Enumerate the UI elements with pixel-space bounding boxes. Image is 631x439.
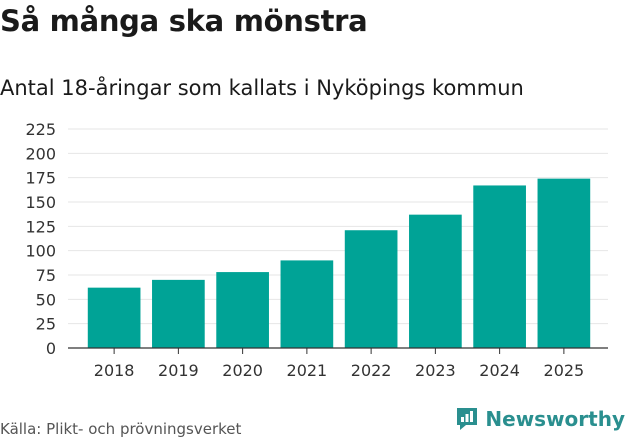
source-note: Källa: Plikt- och prövningsverket [0,420,242,438]
x-tick-label: 2025 [544,361,585,380]
bar-chart: 0 25 50 75 100 125 150 175 200 225 2018 2019 2020 202… [25,120,608,380]
x-tick-label: 2022 [351,361,392,380]
bar [537,178,591,348]
x-tick-label: 2021 [287,361,328,380]
bar [344,230,398,348]
bar [216,272,269,348]
y-tick-label: 125 [25,217,56,236]
x-tick-label: 2019 [158,361,199,380]
newsworthy-logo-icon [457,408,478,430]
y-tick-label: 150 [25,193,56,212]
y-tick-label: 50 [36,290,56,309]
y-tick-label: 225 [25,120,56,139]
y-tick-label: 175 [25,169,56,188]
y-tick-label: 100 [25,242,56,261]
chart-subtitle: Antal 18-åringar som kallats i Nyköpings… [0,76,524,100]
x-tick-label: 2018 [94,361,135,380]
brand-logo: Newsworthy [455,406,625,432]
y-tick-label: 75 [36,266,56,285]
chart-title: Så många ska mönstra [0,4,368,38]
bar [152,279,205,348]
x-tick-label: 2024 [479,361,520,380]
y-tick-label: 200 [25,144,56,163]
bar [473,185,526,348]
bar [87,287,141,348]
bar [280,260,334,348]
y-tick-label: 25 [36,315,56,334]
brand-name: Newsworthy [485,407,625,431]
bar [409,214,462,348]
y-tick-label: 0 [46,339,56,358]
x-tick-label: 2020 [222,361,263,380]
x-tick-label: 2023 [415,361,456,380]
